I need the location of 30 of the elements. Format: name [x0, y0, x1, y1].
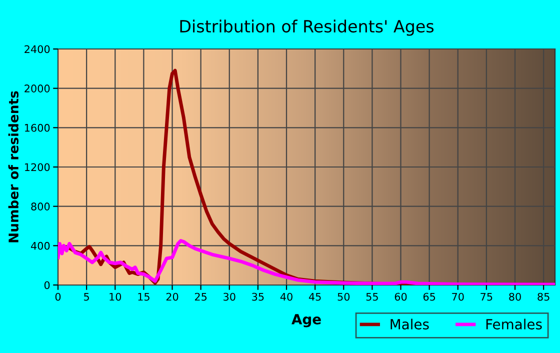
x-tick-label: 0 [55, 292, 61, 301]
x-tick-label: 10 [110, 292, 122, 301]
x-tick-label: 5 [84, 292, 89, 301]
y-axis-title: Number of residents [8, 91, 19, 242]
x-tick-label: 25 [194, 292, 207, 301]
x-tick-label: 20 [166, 292, 178, 301]
legend-label: Males [390, 318, 429, 330]
x-tick-label: 60 [394, 292, 407, 301]
y-tick-label: 1200 [24, 163, 50, 172]
x-tick-label: 80 [509, 292, 521, 301]
x-tick-label: 50 [338, 292, 350, 301]
x-tick-label: 55 [366, 292, 378, 301]
x-tick-label: 45 [308, 292, 321, 301]
y-tick-label: 0 [44, 281, 50, 290]
x-tick-label: 70 [452, 292, 464, 301]
chart-title: Distribution of Residents' Ages [180, 20, 434, 36]
x-tick-label: 35 [252, 292, 264, 301]
x-tick-label: 40 [280, 292, 292, 301]
x-axis-title: Age [292, 314, 321, 328]
legend-label: Females [486, 318, 542, 330]
y-tick-label: 2000 [24, 84, 50, 92]
y-tick-label: 800 [31, 202, 50, 210]
x-tick-label: 65 [423, 292, 436, 301]
x-tick-label: 85 [538, 292, 550, 301]
y-tick-label: 2400 [24, 45, 50, 54]
y-tick-label: 400 [30, 242, 50, 250]
y-tick-label: 1600 [24, 124, 50, 132]
x-tick-label: 30 [224, 292, 236, 301]
x-tick-label: 15 [138, 292, 150, 301]
x-tick-label: 75 [480, 292, 492, 301]
